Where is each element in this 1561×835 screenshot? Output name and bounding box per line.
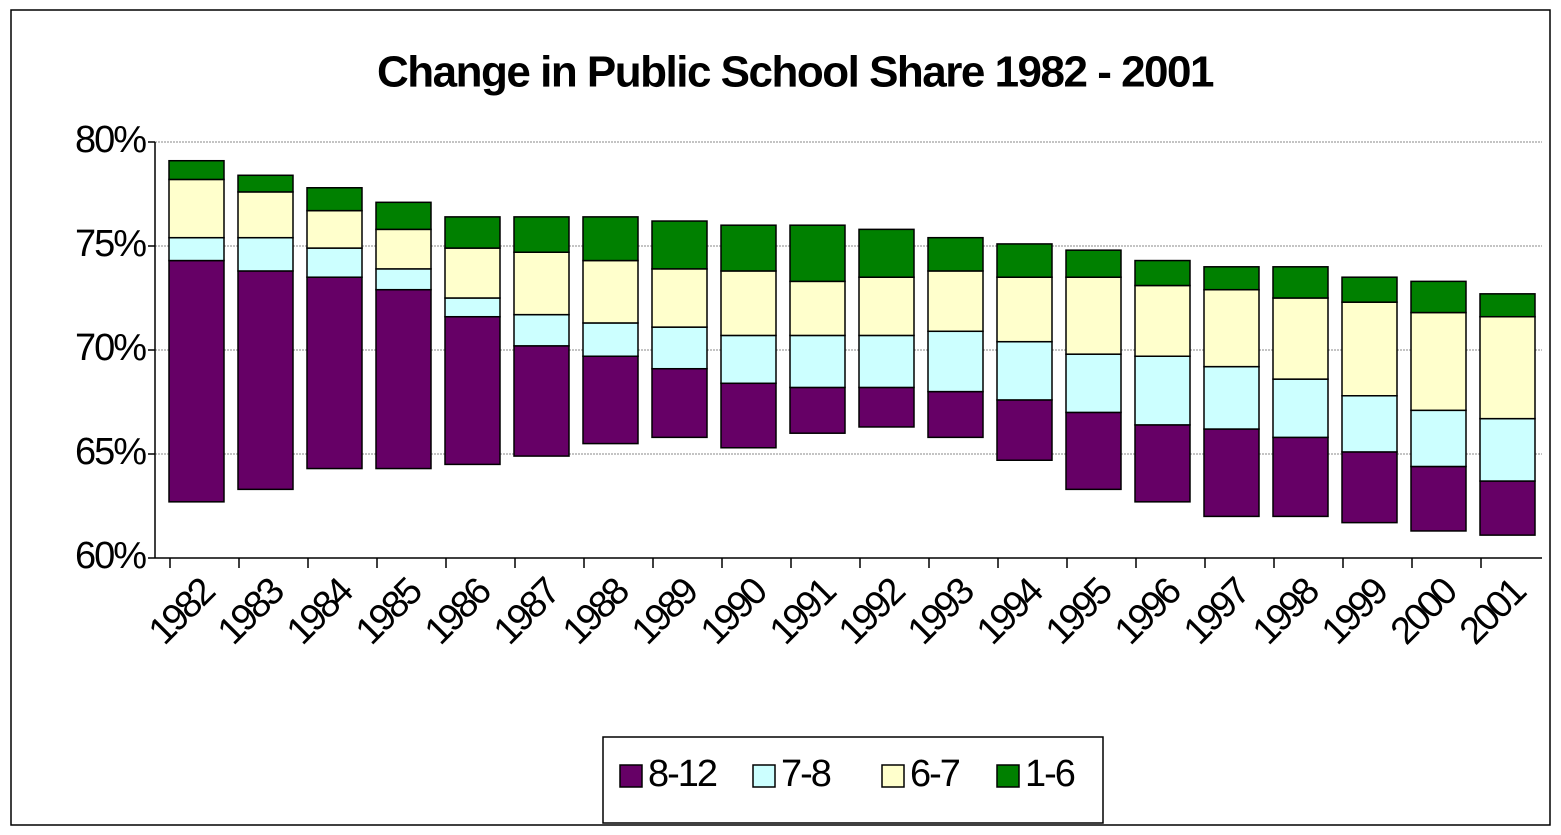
- bar-segment: [1479, 293, 1536, 318]
- legend-swatch: [996, 764, 1020, 788]
- legend-swatch: [881, 764, 905, 788]
- bar-segment: [996, 399, 1053, 461]
- bar-segment: [996, 340, 1053, 401]
- bar-segment: [237, 236, 294, 272]
- bar-segment: [858, 386, 915, 428]
- legend-label: 6-7: [910, 753, 960, 795]
- bar-segment: [444, 216, 501, 249]
- bar-segment: [789, 334, 846, 389]
- y-tick-label: 75%: [75, 223, 146, 265]
- bar-segment: [375, 288, 432, 470]
- bar-segment: [513, 216, 570, 253]
- bar-segment: [1134, 424, 1191, 503]
- bar-segment: [1272, 436, 1329, 518]
- bar-segment: [306, 276, 363, 470]
- bar-segment: [651, 268, 708, 328]
- bar-segment: [1341, 301, 1398, 397]
- bar-segment: [927, 330, 984, 393]
- bar-segment: [720, 334, 777, 385]
- bar-segment: [720, 382, 777, 449]
- bar-segment: [237, 270, 294, 491]
- bar-segment: [1134, 355, 1191, 426]
- bar-segment: [1341, 395, 1398, 453]
- bar-segment: [582, 322, 639, 357]
- bar-segment: [996, 276, 1053, 343]
- bar-segment: [306, 247, 363, 278]
- bar-segment: [1479, 417, 1536, 482]
- bar-segment: [444, 315, 501, 466]
- bar-segment: [720, 270, 777, 337]
- bar-segment: [168, 236, 225, 262]
- chart-title: Change in Public School Share 1982 - 200…: [377, 48, 1214, 97]
- bar-segment: [582, 216, 639, 262]
- bar-segment: [858, 228, 915, 278]
- bar-segment: [306, 209, 363, 249]
- bar-segment: [1272, 378, 1329, 439]
- bar-segment: [1203, 428, 1260, 518]
- bar-segment: [1065, 411, 1122, 491]
- bar-segment: [1065, 353, 1122, 414]
- bar-segment: [720, 224, 777, 272]
- bar-segment: [1410, 465, 1467, 532]
- bar-segment: [996, 243, 1053, 278]
- legend-label: 1-6: [1025, 753, 1075, 795]
- y-tick-label: 70%: [75, 327, 146, 369]
- bar-segment: [858, 276, 915, 337]
- bar-segment: [513, 313, 570, 347]
- bar-segment: [1410, 280, 1467, 314]
- bar-segment: [1203, 266, 1260, 291]
- bar-segment: [582, 259, 639, 324]
- bar-segment: [168, 159, 225, 181]
- bar-segment: [1134, 259, 1191, 287]
- bar-segment: [789, 224, 846, 283]
- bar-segment: [1065, 276, 1122, 355]
- bar-segment: [237, 174, 294, 193]
- legend-swatch: [619, 764, 643, 788]
- legend-swatch: [752, 764, 776, 788]
- bar-segment: [1065, 249, 1122, 278]
- bar-segment: [651, 326, 708, 370]
- bar-segment: [444, 297, 501, 318]
- bar-segment: [1410, 409, 1467, 468]
- bar-segment: [927, 236, 984, 272]
- bar-segment: [1341, 276, 1398, 303]
- legend-label: 8-12: [648, 753, 717, 795]
- bar-segment: [927, 270, 984, 333]
- bar-segment: [789, 386, 846, 434]
- y-tick-label: 60%: [75, 535, 146, 577]
- y-tick-label: 80%: [75, 119, 146, 161]
- bar-segment: [582, 355, 639, 445]
- y-tick-label: 65%: [75, 431, 146, 473]
- legend-label: 7-8: [781, 753, 831, 795]
- bar-segment: [1479, 315, 1536, 420]
- bar-segment: [858, 334, 915, 389]
- bar-segment: [168, 259, 225, 503]
- bar-segment: [513, 251, 570, 316]
- bar-segment: [306, 187, 363, 212]
- bar-segment: [1134, 284, 1191, 357]
- bar-segment: [375, 228, 432, 270]
- bar-segment: [651, 220, 708, 270]
- bar-segment: [375, 201, 432, 231]
- bar-segment: [444, 247, 501, 299]
- bar-segment: [1341, 451, 1398, 524]
- bar-segment: [1272, 266, 1329, 299]
- bar-segment: [375, 268, 432, 291]
- bar-segment: [651, 367, 708, 439]
- bar-segment: [1272, 297, 1329, 380]
- bar-segment: [789, 280, 846, 337]
- bar-segment: [1203, 365, 1260, 430]
- bar-segment: [513, 345, 570, 457]
- bar-segment: [168, 178, 225, 239]
- bar-segment: [237, 191, 294, 239]
- bar-segment: [927, 390, 984, 439]
- bar-segment: [1479, 480, 1536, 536]
- bar-segment: [1410, 311, 1467, 412]
- bar-segment: [1203, 288, 1260, 368]
